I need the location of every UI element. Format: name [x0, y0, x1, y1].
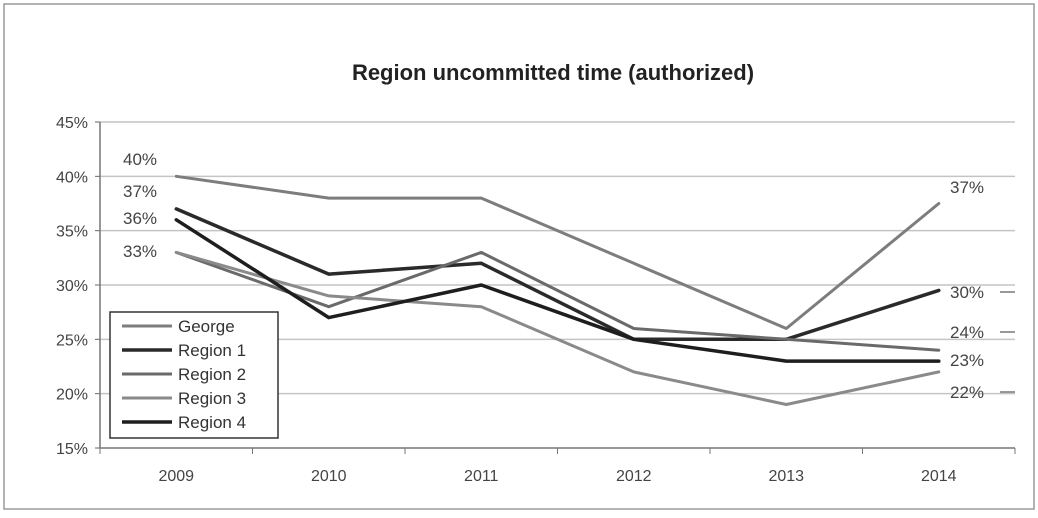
y-tick-label: 15%: [56, 441, 88, 458]
x-tick-label: 2011: [464, 468, 499, 485]
chart-title: Region uncommitted time (authorized): [352, 60, 754, 85]
data-label: 24%: [950, 323, 984, 342]
data-label: 33%: [123, 242, 157, 261]
data-label: 30%: [950, 283, 984, 302]
legend: George Region 1 Region 2 Region 3 Region 4: [109, 311, 279, 439]
series-line-region-2: [174, 250, 941, 352]
data-label: 23%: [950, 351, 984, 370]
x-tick-label: 2014: [921, 468, 957, 485]
series-line-region-3: [174, 250, 941, 406]
data-labels: 40% 37% 36% 33% 37% 30% 24% 23% 22%: [123, 150, 1015, 402]
x-tick-label: 2009: [158, 468, 194, 485]
data-label: 40%: [123, 150, 157, 169]
data-label: 37%: [123, 182, 157, 201]
series-line-george: [174, 174, 941, 330]
axes: 15% 20% 25% 30% 35% 40% 45% 2009 2010 2011 2012 201…: [56, 115, 1016, 485]
series-line-region-1: [174, 207, 941, 342]
data-label: 37%: [950, 178, 984, 197]
legend-item-label: George: [178, 317, 235, 336]
y-tick-label: 45%: [56, 115, 88, 132]
data-label: 22%: [950, 383, 984, 402]
y-tick-label: 30%: [56, 278, 88, 295]
legend-item-label: Region 2: [178, 365, 246, 384]
legend-item-label: Region 3: [178, 389, 246, 408]
x-tick-label: 2010: [311, 468, 347, 485]
x-tick-label: 2013: [768, 468, 804, 485]
legend-item-label: Region 4: [178, 413, 246, 432]
data-label: 36%: [123, 209, 157, 228]
y-tick-label: 35%: [56, 224, 88, 241]
y-tick-label: 20%: [56, 387, 88, 404]
series-line-region-4: [174, 218, 941, 363]
series-lines: [174, 174, 941, 406]
legend-item-label: Region 1: [178, 341, 246, 360]
x-tick-label: 2012: [616, 468, 652, 485]
y-tick-label: 40%: [56, 169, 88, 186]
y-tick-label: 25%: [56, 332, 88, 349]
